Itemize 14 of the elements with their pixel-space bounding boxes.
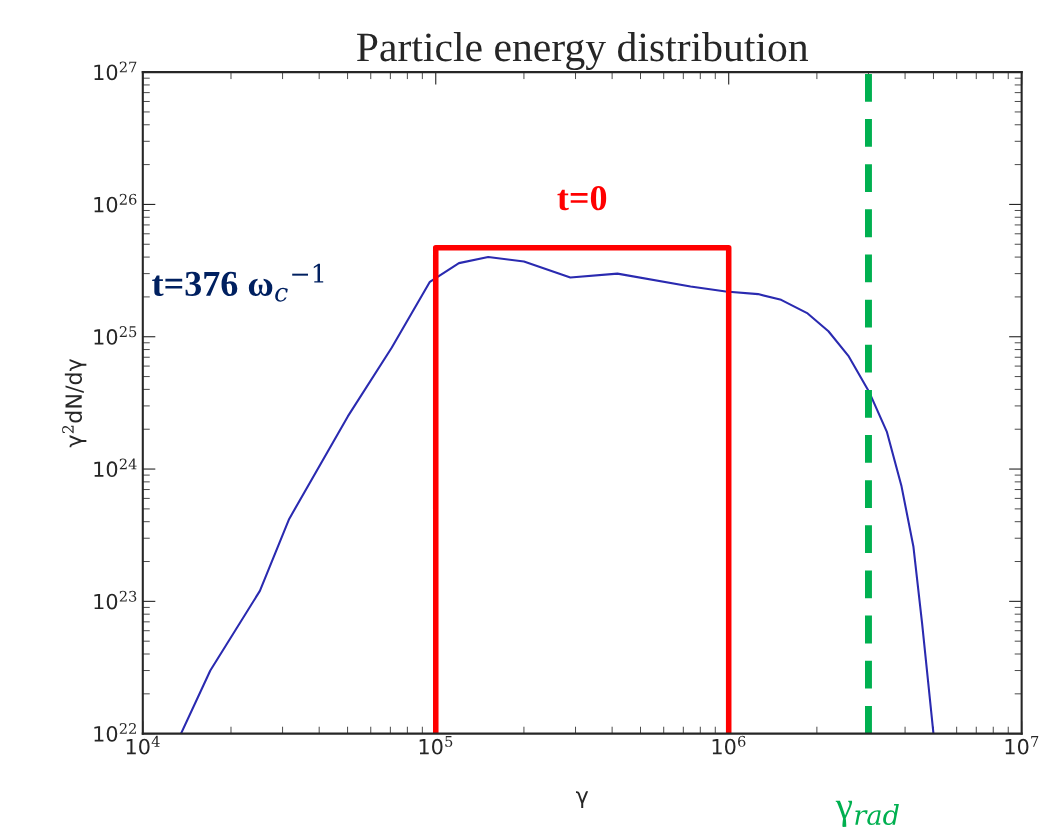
y-tick-label: 10$^{25}$: [94, 326, 137, 345]
x-tick-label: 10$^{5}$: [419, 736, 453, 755]
text: t=376 ω$_{c}$$^{−1}$: [152, 263, 324, 302]
y-tick-label: 10$^{27}$: [94, 61, 137, 81]
x-axis-title: γ: [576, 791, 589, 808]
x-tick-label: 10$^{6}$: [712, 735, 746, 755]
y-tick-label: 10$^{24}$: [94, 458, 137, 478]
y-tick-label: 10$^{23}$: [94, 590, 137, 610]
chart-title: Particle energy distribution: [356, 32, 809, 70]
x-tick-label: 10$^{7}$: [1005, 736, 1039, 755]
series-label: t=0: [557, 185, 607, 211]
y-axis-title: γ$^{2}$dN/dγ: [62, 358, 87, 448]
y-tick-label: 10$^{26}$: [94, 193, 137, 213]
ref-line-label: γ$_{rad}$: [835, 800, 899, 827]
